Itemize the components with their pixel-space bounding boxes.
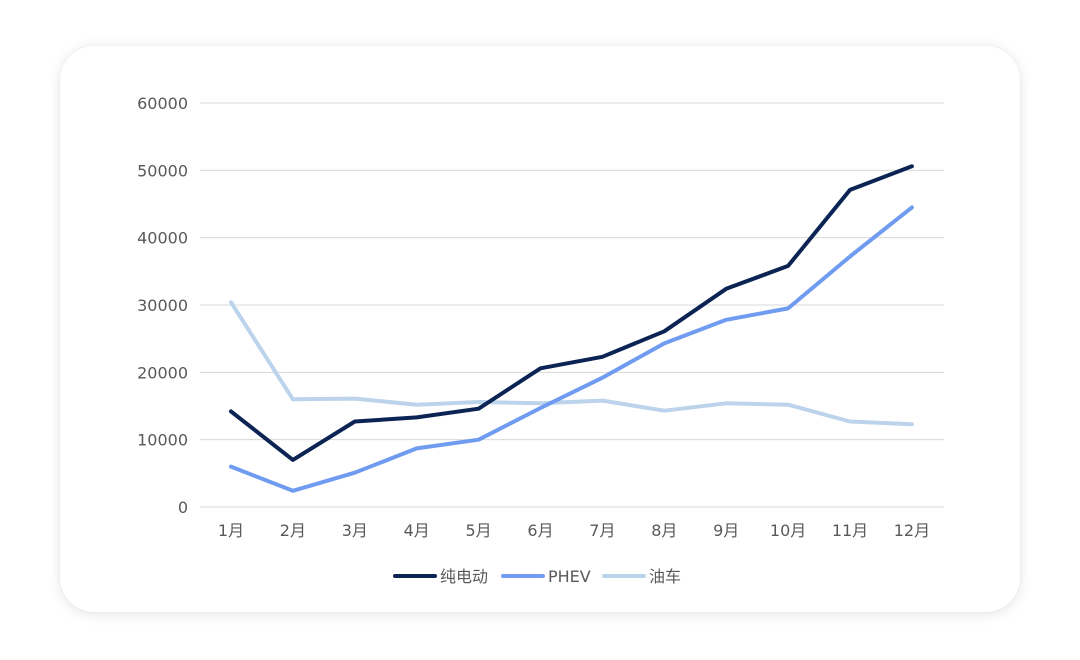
x-tick-label: 5月: [466, 521, 492, 540]
legend-label: PHEV: [548, 567, 591, 586]
series-line-2: [229, 300, 914, 427]
legend-label: 纯电动: [440, 567, 488, 586]
y-tick-label: 60000: [137, 94, 188, 113]
legend-label: 油车: [649, 567, 681, 586]
series-lines: [229, 164, 914, 493]
legend-item: 油车: [602, 567, 681, 586]
x-tick-label: 3月: [342, 521, 368, 540]
series-line-1: [229, 205, 914, 493]
legend-item: PHEV: [501, 567, 591, 586]
x-axis-ticks: 1月 2月 3月 4月 5月 6月 7月 8月 9月 10月 11月 12月: [218, 521, 930, 540]
x-tick-label: 1月: [218, 521, 244, 540]
y-tick-label: 30000: [137, 296, 188, 315]
x-tick-label: 9月: [713, 521, 739, 540]
y-tick-label: 20000: [137, 363, 188, 382]
y-tick-label: 40000: [137, 229, 188, 248]
x-tick-label: 6月: [527, 521, 553, 540]
x-tick-label: 10月: [770, 521, 806, 540]
y-tick-label: 10000: [137, 431, 188, 450]
x-tick-label: 7月: [589, 521, 615, 540]
x-tick-label: 11月: [832, 521, 868, 540]
series-line-0: [229, 164, 914, 462]
x-tick-label: 4月: [404, 521, 430, 540]
x-tick-label: 12月: [894, 521, 930, 540]
chart-card: [60, 46, 1020, 612]
legend-item: 纯电动: [393, 567, 488, 586]
y-tick-label: 0: [178, 498, 188, 517]
y-tick-label: 50000: [137, 161, 188, 180]
x-tick-label: 2月: [280, 521, 306, 540]
legend: 纯电动 PHEV 油车: [393, 567, 681, 586]
x-tick-label: 8月: [651, 521, 677, 540]
y-axis-ticks: 0 10000 20000 30000 40000 50000 60000: [137, 94, 188, 517]
